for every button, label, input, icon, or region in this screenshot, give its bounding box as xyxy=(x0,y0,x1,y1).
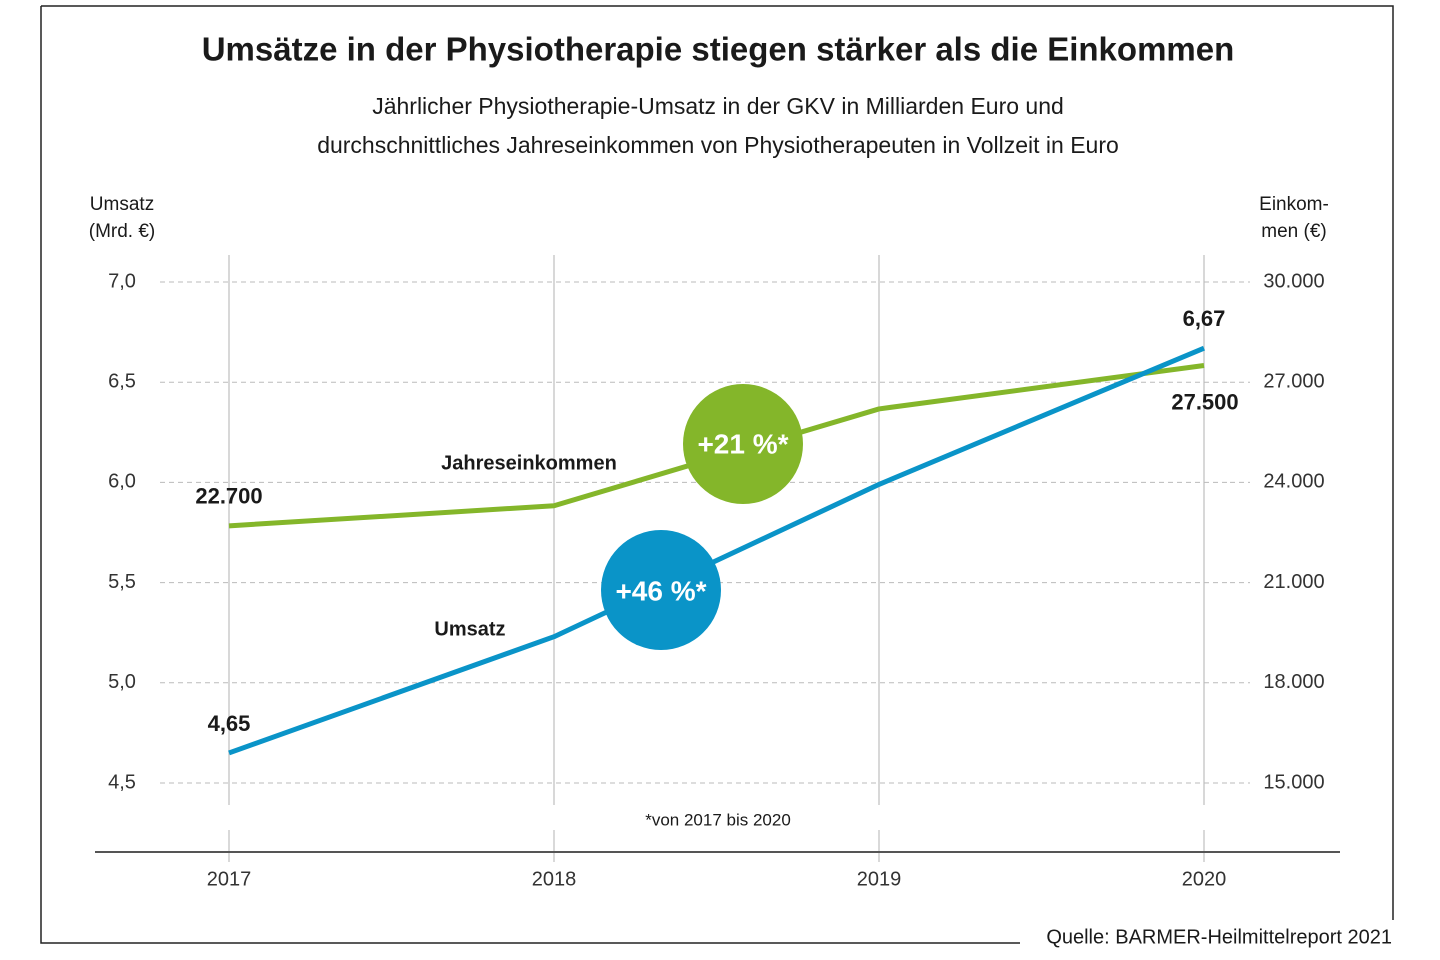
series-label: Umsatz xyxy=(434,618,505,640)
y-axis-label: Umsatz xyxy=(90,194,154,215)
y-tick-label: 4,5 xyxy=(108,771,136,793)
chart-subtitle: Jährlicher Physiotherapie-Umsatz in der … xyxy=(372,93,1064,119)
footnote: *von 2017 bis 2020 xyxy=(645,810,791,829)
chart-title: Umsätze in der Physiotherapie stiegen st… xyxy=(202,31,1235,68)
annotation: +21 %* xyxy=(697,428,788,459)
value-label: 6,67 xyxy=(1183,306,1226,331)
y2-tick-label: 30.000 xyxy=(1263,270,1324,292)
chart-subtitle: durchschnittliches Jahreseinkommen von P… xyxy=(317,132,1119,158)
y2-axis-label: men (€) xyxy=(1261,221,1326,242)
y2-tick-label: 18.000 xyxy=(1263,671,1324,693)
source: Quelle: BARMER-Heilmittelreport 2021 xyxy=(1046,926,1392,948)
x-tick-label: 2020 xyxy=(1182,868,1227,890)
y-axis-label: (Mrd. €) xyxy=(89,221,156,242)
y-tick-label: 5,5 xyxy=(108,571,136,593)
y-tick-label: 7,0 xyxy=(108,270,136,292)
y2-axis-label: Einkom- xyxy=(1259,194,1329,215)
y-tick-label: 6,0 xyxy=(108,471,136,493)
frame xyxy=(40,5,1394,944)
grid: 2017 2018 2019 2020 4,5 5,0 5,5 6,0 6,5 7,0 15.000… xyxy=(108,255,1325,890)
value-label: 4,65 xyxy=(208,711,251,736)
annotation-bubble xyxy=(601,530,721,650)
plot: Jahreseinkommen 22.700 27.500 Umsatz 4,65 6,6… xyxy=(195,306,1239,756)
annotation: +46 %* xyxy=(615,575,706,606)
value-label: 22.700 xyxy=(195,484,262,509)
value-label: 27.500 xyxy=(1171,389,1238,414)
y-tick-label: 5,0 xyxy=(108,671,136,693)
y2-tick-label: 21.000 xyxy=(1263,571,1324,593)
x-tick-label: 2018 xyxy=(532,868,577,890)
x-tick-label: 2017 xyxy=(207,868,252,890)
series-label: Jahreseinkommen xyxy=(441,452,617,474)
series-line xyxy=(228,345,1205,756)
y2-tick-label: 15.000 xyxy=(1263,771,1324,793)
y2-tick-label: 24.000 xyxy=(1263,471,1324,493)
x-tick-label: 2019 xyxy=(857,868,902,890)
y2-tick-label: 27.000 xyxy=(1263,370,1324,392)
y-tick-label: 6,5 xyxy=(108,370,136,392)
annotation-bubble xyxy=(683,384,803,504)
